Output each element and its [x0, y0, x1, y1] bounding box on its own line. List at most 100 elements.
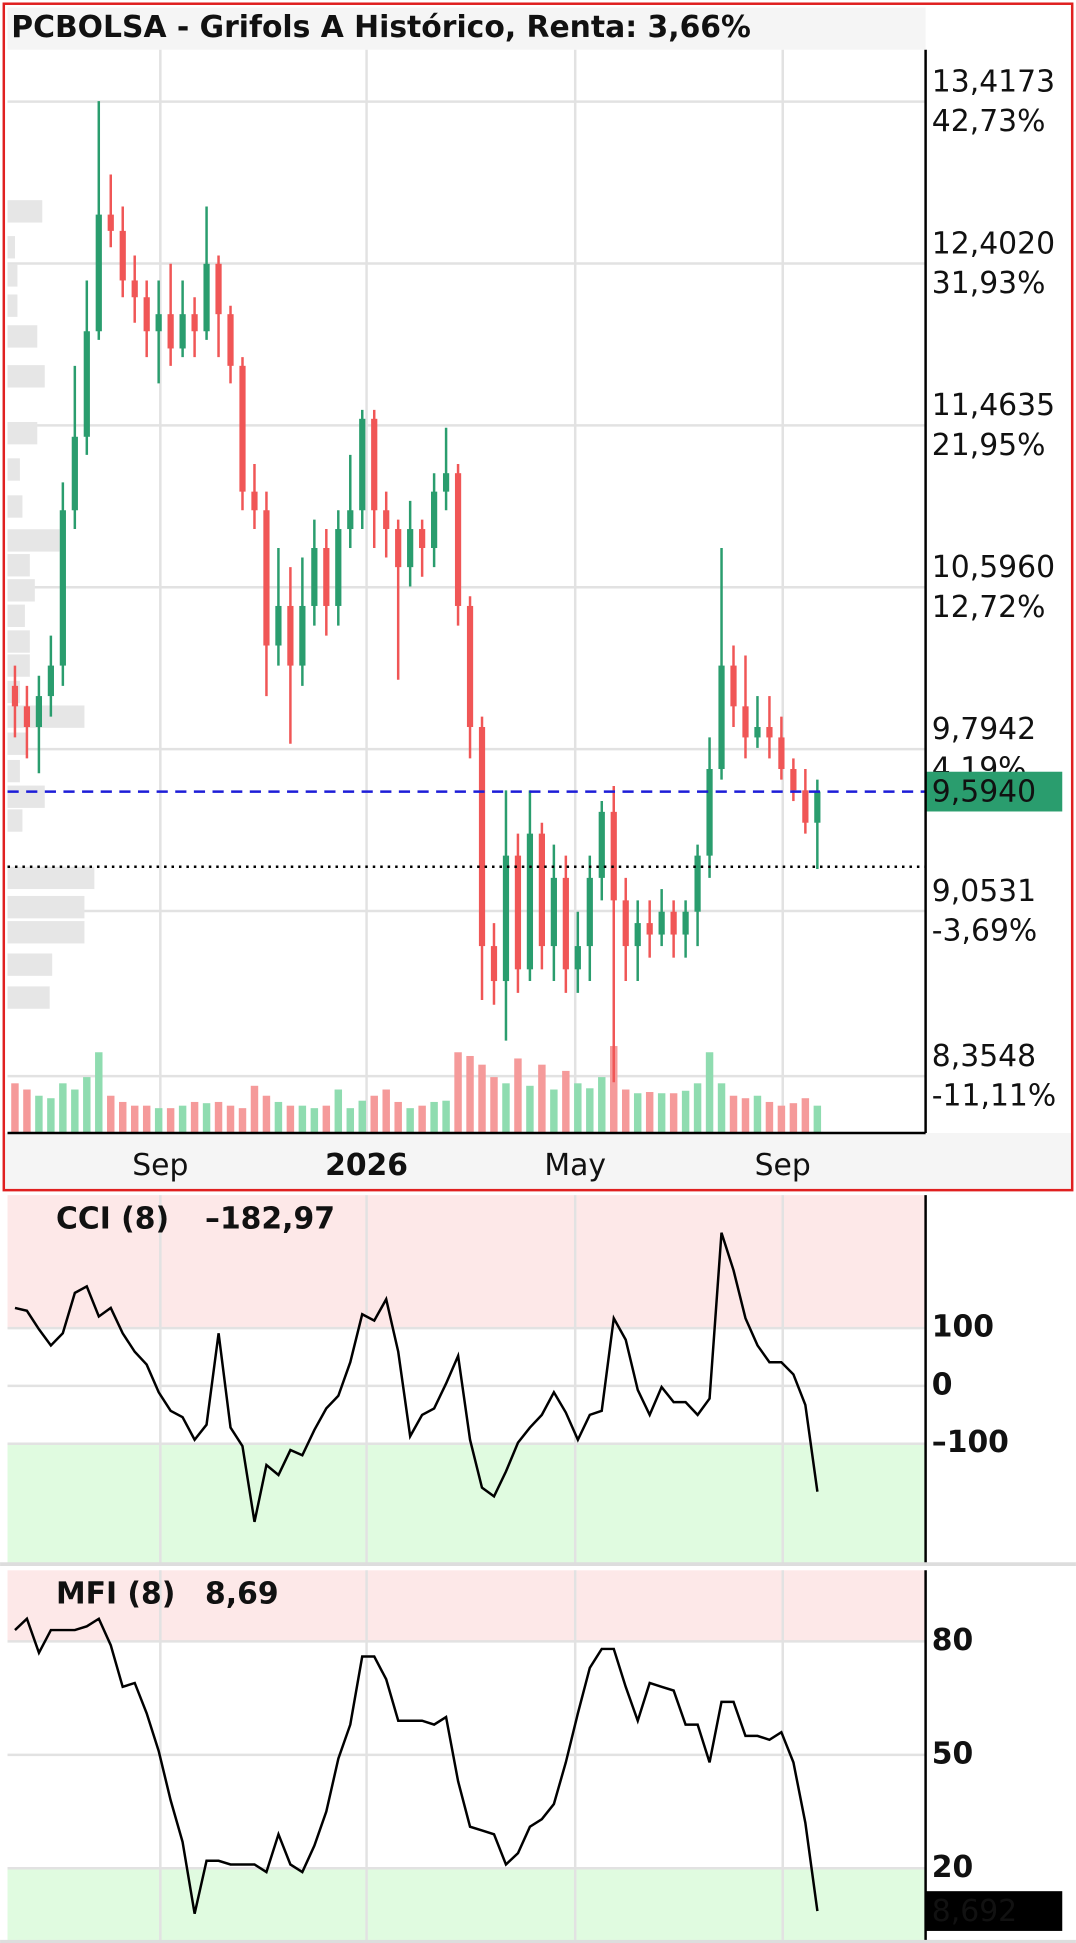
volume-profile-bar — [7, 365, 45, 388]
candle-body — [598, 811, 605, 878]
volume-bar — [669, 1093, 678, 1134]
y-tick-label: 12,4020 — [932, 226, 1055, 261]
candle-body — [287, 605, 294, 666]
volume-bar — [322, 1105, 331, 1134]
candle-body — [670, 911, 677, 935]
volume-profile-bar — [7, 921, 85, 944]
x-tick-label: May — [544, 1148, 606, 1183]
volume-bar — [178, 1105, 187, 1134]
y-tick-percent: 31,93% — [932, 266, 1046, 301]
candle-body — [35, 696, 43, 728]
volume-profile-bar — [7, 529, 60, 552]
volume-profile-bar — [7, 200, 43, 223]
candle-body — [83, 331, 90, 437]
candle-body — [754, 727, 761, 738]
candle-body — [730, 665, 737, 707]
y-tick-label: 8,3548 — [932, 1039, 1036, 1074]
candle-body — [538, 833, 546, 947]
candle-body — [107, 214, 114, 231]
candle-body — [395, 529, 402, 568]
volume-bar — [130, 1105, 139, 1134]
candle-body — [311, 548, 318, 606]
volume-bar — [753, 1095, 762, 1134]
candle-body — [742, 706, 749, 738]
candle-body — [790, 768, 797, 791]
candle-body — [191, 314, 198, 332]
candle-body — [502, 855, 510, 982]
candle-body — [562, 877, 569, 970]
x-tick-label: 2026 — [325, 1148, 408, 1183]
volume-bar — [705, 1052, 714, 1134]
volume-bar — [154, 1108, 163, 1134]
volume-profile-bar — [7, 294, 18, 317]
candle-body — [814, 791, 821, 823]
x-tick-label: Sep — [755, 1148, 811, 1183]
last-value-label: 8,692 — [932, 1894, 1017, 1929]
volume-bar — [490, 1077, 498, 1134]
candle-body — [706, 768, 713, 856]
volume-profile-bar — [7, 654, 30, 677]
volume-bar — [310, 1108, 319, 1134]
candle-body — [275, 605, 282, 646]
y-tick-label: 11,4635 — [932, 388, 1055, 423]
candle-body — [95, 214, 102, 332]
volume-bar — [454, 1052, 462, 1134]
y-tick-percent: -3,69% — [932, 914, 1037, 949]
volume-profile-bar — [7, 579, 35, 602]
candle-body — [347, 510, 354, 530]
y-tick-label: 50 — [932, 1736, 973, 1771]
volume-bar — [346, 1108, 355, 1134]
candle-body — [239, 365, 246, 492]
volume-bar — [418, 1105, 426, 1134]
volume-bar — [598, 1077, 606, 1134]
candle-body — [622, 900, 629, 947]
candle-body — [574, 946, 581, 970]
volume-profile-bar — [7, 759, 20, 783]
volume-bar — [298, 1105, 307, 1134]
volume-bar — [514, 1058, 522, 1134]
candle-body — [586, 877, 593, 947]
chart-frame — [2, 2, 1074, 1192]
candle-body — [71, 436, 78, 511]
candle-body — [550, 877, 557, 947]
candle-body — [526, 833, 534, 970]
chart-title: PCBOLSA - Grifols A Histórico, Renta: 3,… — [11, 10, 751, 45]
volume-profile-bar — [7, 785, 45, 808]
volume-bar — [741, 1098, 750, 1134]
candle-body — [419, 529, 426, 549]
volume-bar — [657, 1093, 666, 1134]
y-tick-percent: -11,11% — [932, 1079, 1056, 1114]
candle-body — [682, 911, 689, 935]
volume-bar — [71, 1089, 79, 1134]
volume-bar — [394, 1101, 402, 1134]
y-tick-percent: 12,72% — [932, 590, 1046, 625]
y-tick-label: 20 — [932, 1850, 973, 1885]
volume-bar — [777, 1105, 786, 1134]
volume-profile-bar — [7, 953, 53, 976]
candle-body — [203, 263, 210, 332]
volume-bar — [358, 1100, 366, 1134]
candle-body — [59, 510, 66, 666]
lower-band — [7, 1868, 926, 1941]
volume-profile-bar — [7, 866, 95, 890]
candle-body — [718, 665, 725, 769]
candle-body — [514, 855, 522, 970]
volume-bar — [789, 1103, 798, 1134]
volume-bar — [502, 1083, 510, 1134]
volume-bar — [334, 1089, 343, 1134]
y-tick-label: 9,0531 — [932, 874, 1036, 909]
lower-band — [7, 1443, 926, 1563]
indicator-name: MFI (8) — [56, 1577, 175, 1612]
y-tick-label: 9,7942 — [932, 712, 1036, 747]
y-tick-label: 13,4173 — [932, 64, 1055, 99]
volume-bar — [238, 1108, 247, 1134]
volume-bar — [262, 1095, 271, 1134]
volume-bar — [478, 1064, 486, 1134]
volume-bar — [83, 1077, 91, 1134]
volume-profile-bar — [7, 630, 30, 653]
candle-body — [610, 811, 617, 901]
indicator-value: 8,69 — [205, 1577, 279, 1612]
volume-bar — [107, 1095, 115, 1134]
volume-bar — [95, 1052, 103, 1134]
candle-body — [215, 263, 222, 315]
